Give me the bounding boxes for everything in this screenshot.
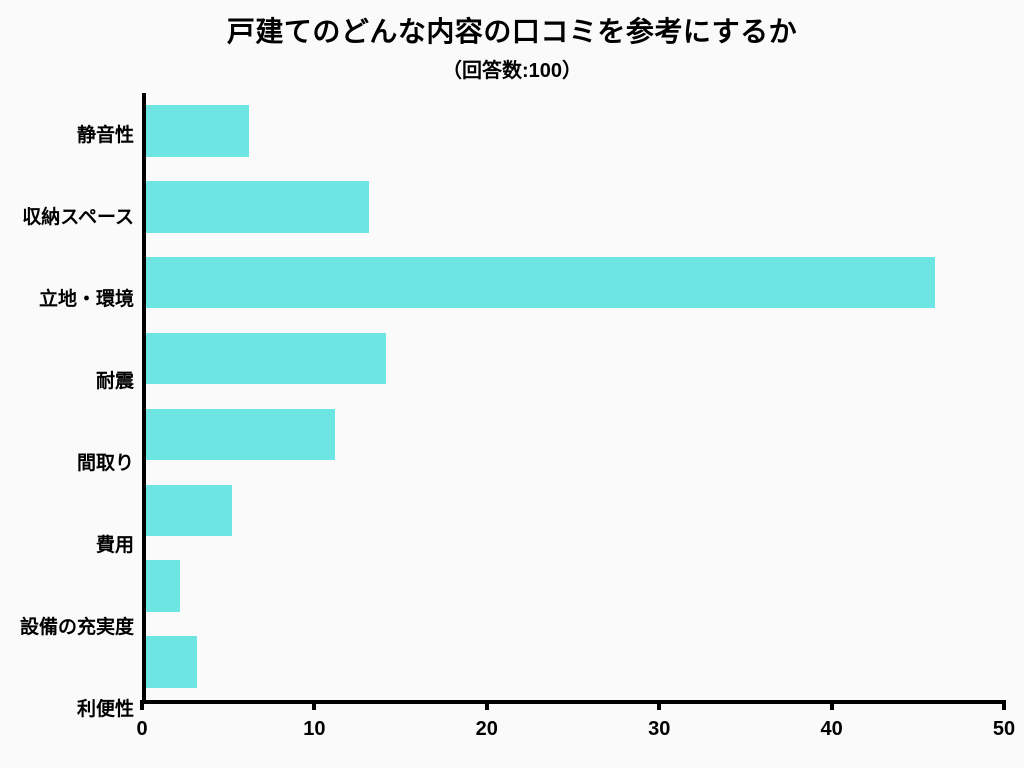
y-axis-label: 静音性 [77,93,134,175]
x-axis-labels: 01020304050 [142,718,1004,748]
bar-row [146,397,1004,473]
bar [146,333,386,385]
y-axis-label: 設備の充実度 [20,584,134,666]
bar [146,181,369,233]
x-axis-label: 10 [303,718,325,741]
x-axis-ticks [142,700,1004,712]
chart-subtitle: （回答数:100） [20,54,1004,83]
y-axis-labels: 静音性収納スペース立地・環境耐震間取り費用設備の充実度利便性 [20,93,142,748]
bars-region: 01020304050 [142,93,1004,748]
bar-row [146,93,1004,169]
bars [142,93,1004,704]
x-axis-label: 40 [820,718,842,741]
bar-row [146,548,1004,624]
bar-row [146,245,1004,321]
x-tick [312,700,316,710]
y-axis-label: 収納スペース [22,175,134,257]
bar [146,636,197,688]
y-axis-label: 間取り [77,421,134,503]
x-tick [1002,700,1006,710]
x-tick [485,700,489,710]
x-tick [657,700,661,710]
x-axis-label: 20 [476,718,498,741]
plot-area: 静音性収納スペース立地・環境耐震間取り費用設備の充実度利便性 0 10 20 30 40… [20,93,1004,748]
x-tick [830,700,834,710]
bar-row [146,169,1004,245]
chart-container: 戸建てのどんな内容の口コミを参考にするか （回答数:100） 静音性収納スペース… [20,10,1004,748]
bar [146,105,249,157]
bar [146,485,232,537]
bar-row [146,624,1004,700]
bar [146,257,935,309]
bar-row [146,321,1004,397]
y-axis-label: 耐震 [96,339,134,421]
x-tick [140,700,144,710]
chart-title: 戸建てのどんな内容の口コミを参考にするか [20,10,1004,50]
bar-row [146,472,1004,548]
bar [146,409,335,461]
x-axis-label: 50 [993,718,1015,741]
x-axis-label: 30 [648,718,670,741]
y-axis-label: 利便性 [77,666,134,748]
y-axis-label: 費用 [96,502,134,584]
x-axis-label: 0 [136,718,147,741]
y-axis-label: 立地・環境 [39,257,134,339]
bar [146,560,180,612]
